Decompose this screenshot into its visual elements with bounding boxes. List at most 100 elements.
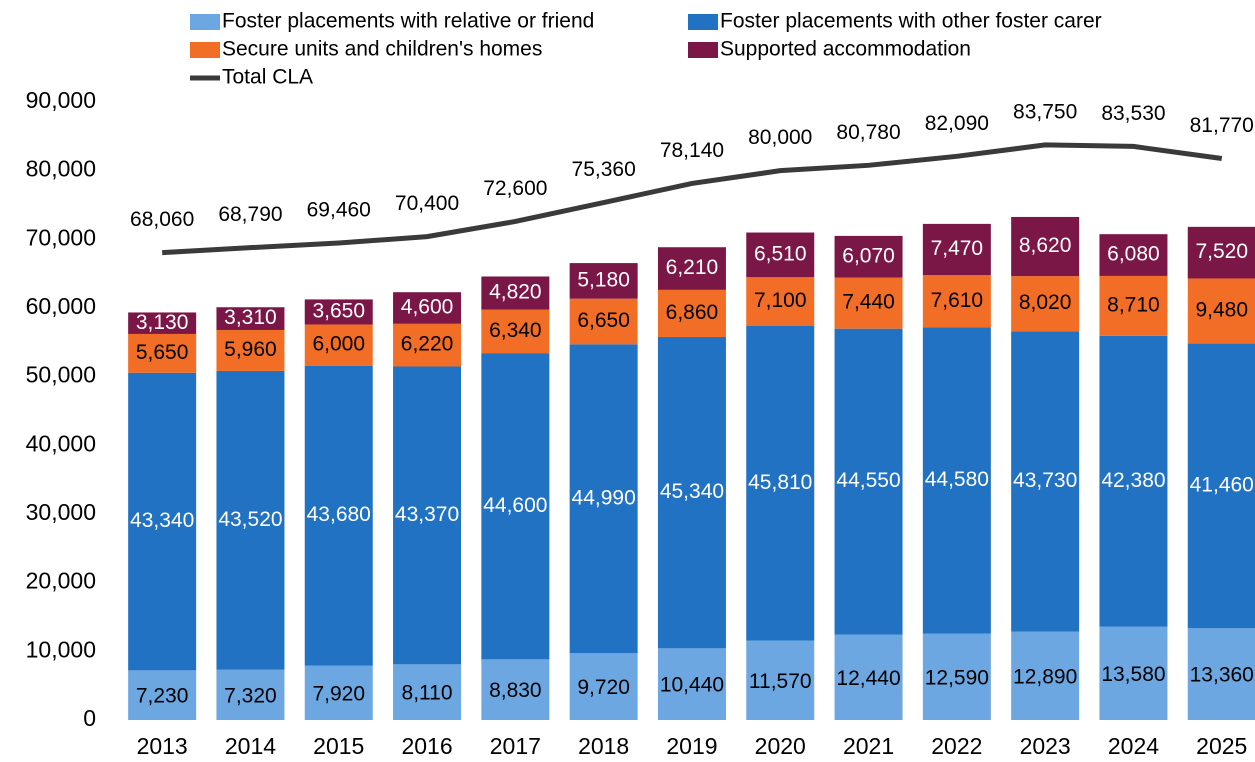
bar-segment: [834, 277, 903, 329]
data-label: 72,600: [483, 177, 547, 200]
data-label: 11,570: [749, 670, 812, 693]
bar-segment: [216, 329, 285, 371]
data-label: 3,310: [224, 306, 277, 329]
bar-segment: [834, 328, 903, 635]
y-tick-label: 50,000: [26, 362, 96, 388]
data-label: 8,710: [1107, 293, 1160, 316]
data-label: 5,180: [577, 268, 630, 291]
data-label: 5,960: [224, 338, 277, 361]
y-tick-label: 60,000: [26, 293, 96, 319]
bar-segment: [1099, 335, 1168, 627]
data-label: 6,860: [666, 301, 719, 324]
bar-segment: [569, 344, 638, 654]
data-label: 83,750: [1013, 100, 1077, 123]
data-label: 3,130: [136, 311, 189, 334]
bar-segment: [1187, 343, 1255, 629]
data-label: 7,230: [136, 685, 189, 708]
legend-label: Foster placements with relative or frien…: [222, 10, 594, 33]
data-label: 7,440: [842, 291, 895, 314]
x-tick-label: 2023: [1020, 733, 1071, 759]
x-tick-label: 2019: [666, 733, 717, 759]
bar-segment: [657, 648, 726, 720]
data-label: 44,580: [925, 468, 989, 491]
bar-segment: [304, 324, 373, 366]
bar-segment: [569, 653, 638, 720]
bar-segment: [1011, 331, 1080, 632]
data-label: 68,790: [218, 203, 282, 226]
data-label: 7,610: [931, 289, 984, 312]
x-tick-label: 2025: [1196, 733, 1247, 759]
bar-segment: [922, 275, 991, 328]
bar-segment: [1011, 216, 1080, 277]
data-label: 6,650: [577, 309, 630, 332]
data-label: 42,380: [1101, 469, 1165, 492]
bar-segment: [657, 336, 726, 649]
data-label: 81,770: [1190, 114, 1254, 137]
data-label: 44,600: [483, 494, 547, 517]
x-tick-label: 2021: [843, 733, 894, 759]
bar-segment: [746, 325, 815, 641]
data-label: 45,810: [748, 471, 812, 494]
bar-segment: [1099, 234, 1168, 276]
bar-segment: [128, 312, 197, 334]
x-tick-label: 2014: [225, 733, 276, 759]
bar-segment: [304, 665, 373, 720]
data-label: 4,600: [401, 296, 454, 319]
data-label: 78,140: [660, 139, 724, 162]
bar-segment: [1187, 628, 1255, 720]
data-label: 3,650: [312, 299, 365, 322]
data-label: 75,360: [572, 158, 636, 181]
y-tick-label: 80,000: [26, 156, 96, 182]
x-tick-label: 2020: [755, 733, 806, 759]
bar-segment: [393, 366, 462, 665]
legend-label: Secure units and children's homes: [222, 38, 542, 61]
bar-segment: [569, 263, 638, 299]
bar-segment: [657, 289, 726, 337]
legend-label: Foster placements with other foster care…: [720, 10, 1102, 33]
data-label: 7,520: [1195, 240, 1248, 263]
bar-segment: [1099, 626, 1168, 720]
bar-segment: [1011, 631, 1080, 720]
bar-segment: [128, 670, 197, 720]
data-label: 69,460: [307, 199, 371, 222]
data-label: 43,520: [218, 508, 282, 531]
bar-segment: [393, 323, 462, 367]
bar-segment: [216, 669, 285, 720]
bar-segment: [393, 292, 462, 324]
data-label: 82,090: [925, 112, 989, 135]
data-label: 9,480: [1195, 299, 1248, 322]
bar-segment: [128, 372, 197, 671]
legend-label: Supported accommodation: [720, 38, 971, 61]
bar-segment: [304, 299, 373, 325]
bar-segment: [128, 333, 197, 373]
y-tick-label: 40,000: [26, 430, 96, 456]
data-label: 80,780: [836, 121, 900, 144]
bar-segment: [216, 307, 285, 330]
bar-segment: [481, 276, 550, 310]
data-label: 4,820: [489, 281, 542, 304]
bar-segment: [746, 640, 815, 720]
bar-segment: [1187, 226, 1255, 279]
data-label: 7,920: [312, 682, 365, 705]
bar-segment: [922, 633, 991, 720]
x-tick-label: 2017: [490, 733, 541, 759]
data-label: 12,440: [836, 667, 900, 690]
x-tick-label: 2013: [137, 733, 188, 759]
bar-segment: [1099, 275, 1168, 336]
x-tick-label: 2016: [401, 733, 452, 759]
x-tick-label: 2024: [1108, 733, 1159, 759]
bar-segment: [657, 247, 726, 290]
x-tick-label: 2015: [313, 733, 364, 759]
bar-segment: [1187, 278, 1255, 344]
data-label: 45,340: [660, 480, 724, 503]
legend-swatch: [688, 42, 718, 58]
data-label: 8,020: [1019, 291, 1072, 314]
data-label: 13,580: [1101, 663, 1165, 686]
data-label: 6,340: [489, 319, 542, 342]
data-label: 6,000: [312, 333, 365, 356]
legend-swatch: [688, 14, 718, 30]
y-tick-label: 20,000: [26, 568, 96, 594]
data-label: 43,680: [307, 503, 371, 526]
data-label: 43,370: [395, 503, 459, 526]
legend-label: Total CLA: [222, 66, 313, 89]
